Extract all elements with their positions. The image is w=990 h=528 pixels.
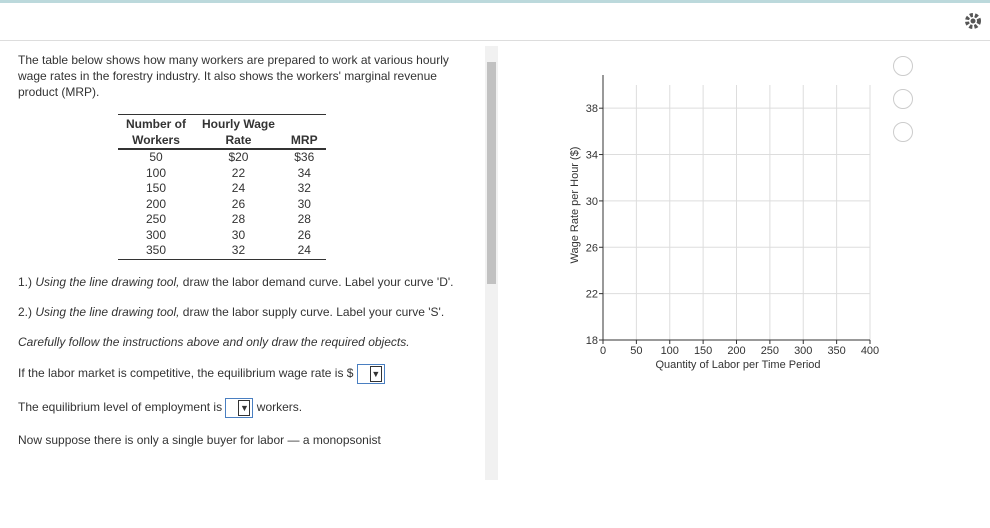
header-line: MRP	[290, 132, 318, 147]
header-line: Workers	[132, 132, 180, 147]
employment-dropdown[interactable]: ▼	[225, 397, 254, 418]
table-cell: 100	[145, 165, 167, 180]
table-row: 150 24 32	[118, 181, 326, 197]
table-cell: 26	[297, 227, 311, 242]
x-tick-label: 150	[694, 345, 712, 357]
step: 2.) Using the line drawing tool, draw th…	[18, 304, 473, 320]
table-cell: 22	[231, 165, 246, 180]
intro-text: The table below shows how many workers a…	[18, 53, 449, 99]
y-tick-label: 18	[586, 335, 598, 347]
next-text: Now suppose there is only a single buyer…	[18, 432, 381, 447]
table-cell: 200	[145, 196, 167, 211]
x-tick-label: 100	[661, 345, 679, 357]
table-row: 200 26 30	[118, 197, 326, 213]
data-table: Number of Workers Hourly Wage Rate MRP 50 $20 $…	[118, 114, 326, 260]
wage-question: If the labor market is competitive, the …	[18, 363, 473, 384]
step-number: 1.)	[18, 274, 33, 289]
x-tick-label: 200	[727, 345, 745, 357]
table-cell: 250	[145, 212, 167, 226]
header-line: Number of	[126, 117, 186, 131]
table-row: 300 30 26	[118, 228, 326, 244]
table-row: 100 22 34	[118, 166, 326, 182]
table-cell: 350	[145, 243, 167, 257]
wage-dropdown[interactable]: ▼	[356, 363, 385, 384]
table-cell: 32	[231, 243, 246, 257]
employment-prompt: The equilibrium level of employment is	[18, 399, 223, 414]
x-tick-label: 300	[794, 345, 812, 357]
step-text: draw the labor demand curve. Label your …	[182, 274, 454, 289]
table-cell: 30	[231, 227, 246, 242]
table-cell: 28	[297, 212, 311, 226]
table-row: 350 32 24	[118, 243, 326, 259]
expand-button[interactable]	[893, 122, 913, 142]
settings-button[interactable]	[962, 10, 984, 32]
table-cell: 300	[145, 227, 167, 242]
x-tick-label: 350	[827, 345, 845, 357]
table-cell: 24	[231, 181, 246, 195]
x-axis-label: Quantity of Labor per Time Period	[655, 359, 820, 371]
x-tick-label: 0	[600, 345, 606, 357]
table-cell: 32	[297, 181, 311, 195]
employment-question: The equilibrium level of employment is ▼…	[18, 397, 473, 418]
table-cell: 30	[297, 196, 311, 211]
column-header: MRP	[283, 115, 326, 150]
x-tick-label: 50	[630, 345, 642, 357]
table-cell: $20	[228, 150, 249, 164]
table-cell: 26	[231, 196, 246, 211]
y-tick-label: 30	[586, 196, 598, 208]
y-axis-label: Wage Rate per Hour ($)	[569, 147, 581, 264]
table-row: 250 28 28	[118, 212, 326, 228]
graph: Quantity of Labor per Time Period Wage R…	[569, 75, 879, 371]
step-text: draw the labor supply curve. Label your …	[182, 304, 445, 319]
y-tick-label: 34	[586, 150, 598, 162]
y-tick-label: 26	[586, 242, 598, 254]
y-tick-label: 38	[586, 103, 598, 115]
table-cell: $36	[294, 150, 315, 164]
column-header: Hourly Wage Rate	[194, 115, 283, 150]
header-row: Number of Workers Hourly Wage Rate MRP	[118, 115, 326, 150]
question-pane: The table below shows how many workers a…	[18, 52, 473, 478]
zoom-in-button[interactable]	[893, 56, 913, 76]
step-emphasis: Using the line drawing tool,	[35, 304, 180, 319]
scroll-thumb[interactable]	[487, 62, 496, 284]
step-emphasis: Using the line drawing tool,	[35, 274, 180, 289]
employment-unit: workers.	[256, 399, 303, 414]
table-cell: 28	[231, 212, 246, 226]
wage-prompt: If the labor market is competitive, the …	[18, 365, 354, 380]
top-bar	[0, 0, 990, 41]
table-row: 50 $20 $36	[118, 149, 326, 166]
column-header: Number of Workers	[118, 115, 194, 150]
table-cell: 34	[297, 165, 311, 180]
table-cell: 50	[149, 150, 163, 164]
step: 1.) Using the line drawing tool, draw th…	[18, 274, 473, 290]
note: Carefully follow the instructions above …	[18, 334, 473, 350]
table-cell: 24	[297, 243, 311, 257]
x-tick-label: 400	[861, 345, 879, 357]
x-tick-label: 250	[761, 345, 779, 357]
table-cell: 150	[145, 181, 167, 195]
header-line: Rate	[225, 132, 252, 147]
y-tick-label: 22	[586, 289, 598, 301]
step-number: 2.)	[18, 304, 33, 319]
zoom-out-button[interactable]	[893, 89, 913, 109]
header-line: Hourly Wage	[202, 117, 275, 131]
note-text: Carefully follow the instructions above …	[18, 334, 410, 349]
